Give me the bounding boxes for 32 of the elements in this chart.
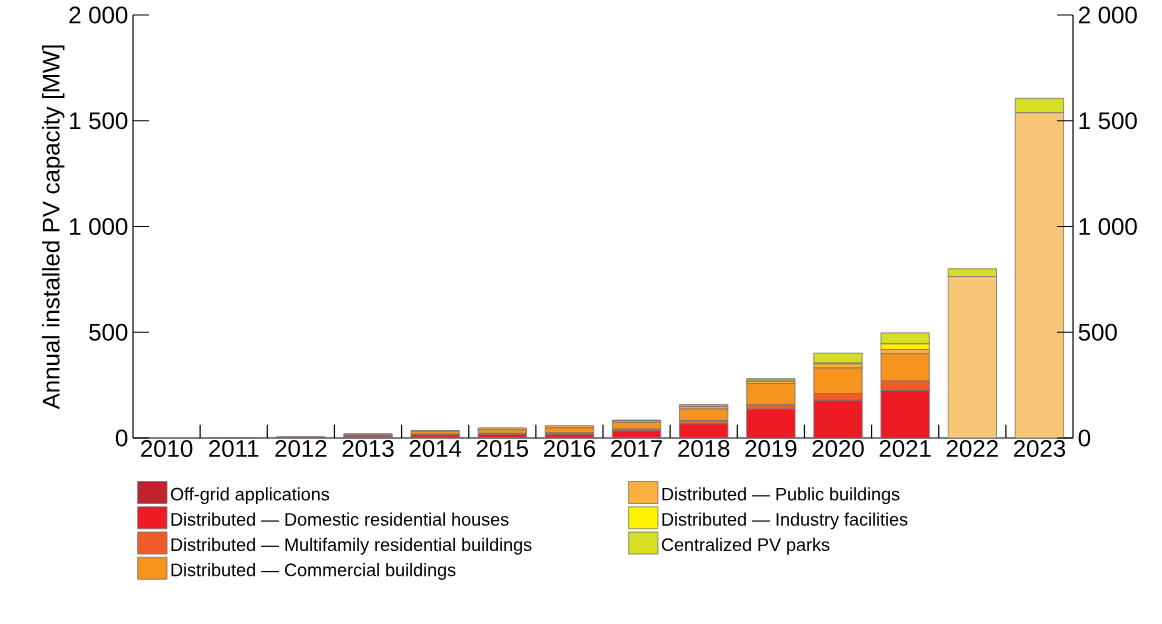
y-tick-label: 500 — [89, 323, 128, 341]
x-tick-label: 2020 — [812, 440, 864, 458]
x-tick-label: 2014 — [409, 440, 462, 458]
y-tick-label: 2 000 — [69, 6, 128, 24]
x-tick-label: 2016 — [543, 440, 596, 458]
legend-label: Distributed — Multifamily residential buildings — [171, 537, 532, 555]
legend-label: Off-grid applications — [170, 487, 330, 505]
x-tick-label: 2015 — [476, 440, 528, 458]
y-tick-label: 1 500 — [70, 112, 128, 130]
x-tick-label: 2022 — [946, 440, 998, 458]
y2-tick-label: 1 000 — [1079, 217, 1137, 235]
x-tick-label: 2021 — [879, 440, 931, 458]
x-tick-label: 2018 — [678, 440, 730, 458]
x-tick-label: 2017 — [611, 440, 663, 458]
y-tick-label: 0 — [115, 429, 128, 447]
legend-label: Distributed — Industry facilities — [662, 512, 908, 530]
y2-tick-label: 2 000 — [1078, 6, 1137, 24]
legend-label: Distributed — Commercial buildings — [171, 563, 456, 580]
x-tick-label: 2011 — [209, 440, 259, 458]
legend-label: Centralized PV parks — [661, 537, 830, 555]
x-tick-label: 2023 — [1013, 440, 1066, 458]
legend-label: Distributed — Public buildings — [662, 487, 900, 505]
y2-tick-label: 1 500 — [1079, 112, 1137, 130]
y2-tick-label: 0 — [1078, 429, 1091, 447]
legend-label: Distributed — Domestic residential houses — [171, 512, 509, 526]
x-tick-label: 2019 — [745, 440, 797, 458]
y-tick-label: 1 000 — [70, 217, 128, 235]
y2-tick-label: 500 — [1078, 323, 1117, 341]
x-tick-label: 2012 — [275, 440, 327, 458]
x-tick-label: 2010 — [141, 440, 193, 458]
x-tick-label: 2013 — [342, 440, 394, 458]
y-axis-title: Annual installed PV capacity [MW] — [42, 45, 65, 410]
